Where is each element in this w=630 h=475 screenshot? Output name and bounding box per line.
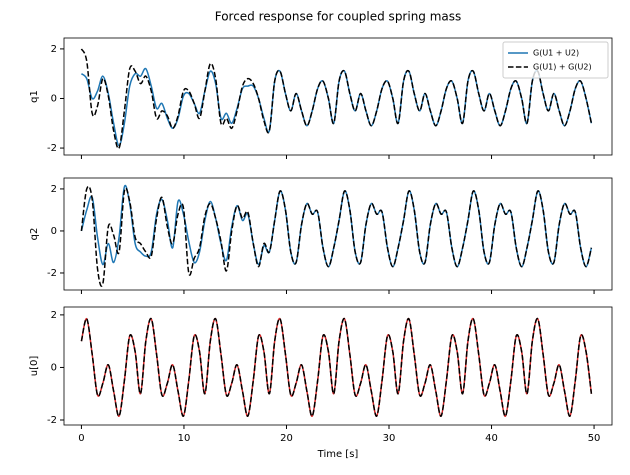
axes-frame [63, 37, 613, 156]
legend-label: G(U1 + U2) [533, 49, 579, 58]
x-tick-label: 40 [485, 433, 498, 444]
axes-frame [63, 306, 613, 426]
y-tick-label: 0 [51, 362, 57, 373]
y-tick-label: -2 [47, 268, 57, 279]
y-tick-label: -2 [47, 143, 57, 154]
x-axis-label: Time [s] [317, 449, 359, 460]
y-tick-label: 2 [51, 184, 57, 195]
y-axis-label: u[0] [29, 356, 40, 377]
y-tick-label: 2 [51, 44, 57, 55]
x-tick-label: 10 [178, 433, 191, 444]
x-tick-label: 50 [588, 433, 601, 444]
y-axis-label: q1 [29, 90, 40, 103]
y-tick-label: 2 [51, 310, 57, 321]
y-axis-label: q2 [29, 228, 40, 241]
x-tick-label: 20 [280, 433, 293, 444]
y-tick-label: 0 [51, 93, 57, 104]
legend-box [502, 41, 609, 79]
series-line [80, 48, 593, 150]
y-tick-label: -2 [47, 415, 57, 426]
figure-title: Forced response for coupled spring mass [215, 10, 462, 24]
legend-label: G(U1) + G(U2) [533, 63, 592, 72]
series-line [80, 185, 593, 287]
series-line [80, 317, 593, 417]
x-tick-label: 30 [383, 433, 396, 444]
axes-frame [63, 177, 613, 291]
x-tick-label: 0 [78, 433, 84, 444]
y-tick-label: 0 [51, 226, 57, 237]
